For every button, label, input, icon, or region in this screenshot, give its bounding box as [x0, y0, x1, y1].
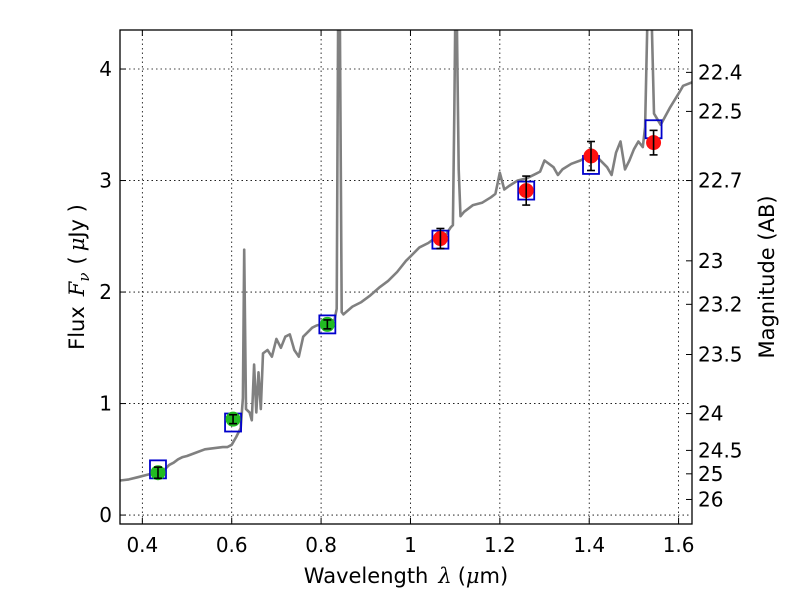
y-tick-label: 0 — [99, 503, 112, 527]
y2-tick-label: 22.7 — [698, 169, 743, 193]
plot-frame — [119, 29, 693, 525]
model-photometry-box — [318, 314, 337, 335]
y2-tick-label: 24 — [698, 402, 723, 426]
y2-axis-label: Magnitude (AB) — [755, 195, 779, 358]
y2-tick-label: 24.5 — [698, 438, 743, 462]
y2-tick-label: 23.2 — [698, 292, 743, 316]
y2-tick-label: 23.5 — [698, 343, 743, 367]
x-tick-label: 0.6 — [216, 533, 248, 557]
plot-area — [120, 30, 692, 482]
y2-tick-label: 22.5 — [698, 99, 743, 123]
y-tick-label: 4 — [99, 57, 112, 81]
y2-tick-label: 22.4 — [698, 60, 743, 84]
y2-tick-label: 25 — [698, 462, 723, 486]
x-axis-label: Wavelength λ (μm) — [304, 564, 508, 588]
y2-tick-label: 26 — [698, 487, 723, 511]
x-tick-label: 1.2 — [484, 533, 516, 557]
y-axis-label: FluxFν(μJy ) — [65, 204, 93, 350]
y-tick-label: 1 — [99, 392, 112, 416]
plot-background — [120, 30, 692, 524]
grid — [120, 30, 692, 524]
x-tick-label: 1.6 — [663, 533, 695, 557]
y2-tick-label: 23 — [698, 249, 723, 273]
x-tick-label: 1 — [404, 533, 417, 557]
x-tick-label: 1.4 — [573, 533, 605, 557]
y-tick-label: 2 — [99, 280, 112, 304]
x-tick-label: 0.8 — [305, 533, 337, 557]
x-tick-label: 0.4 — [126, 533, 158, 557]
y-tick-label: 3 — [99, 169, 112, 193]
